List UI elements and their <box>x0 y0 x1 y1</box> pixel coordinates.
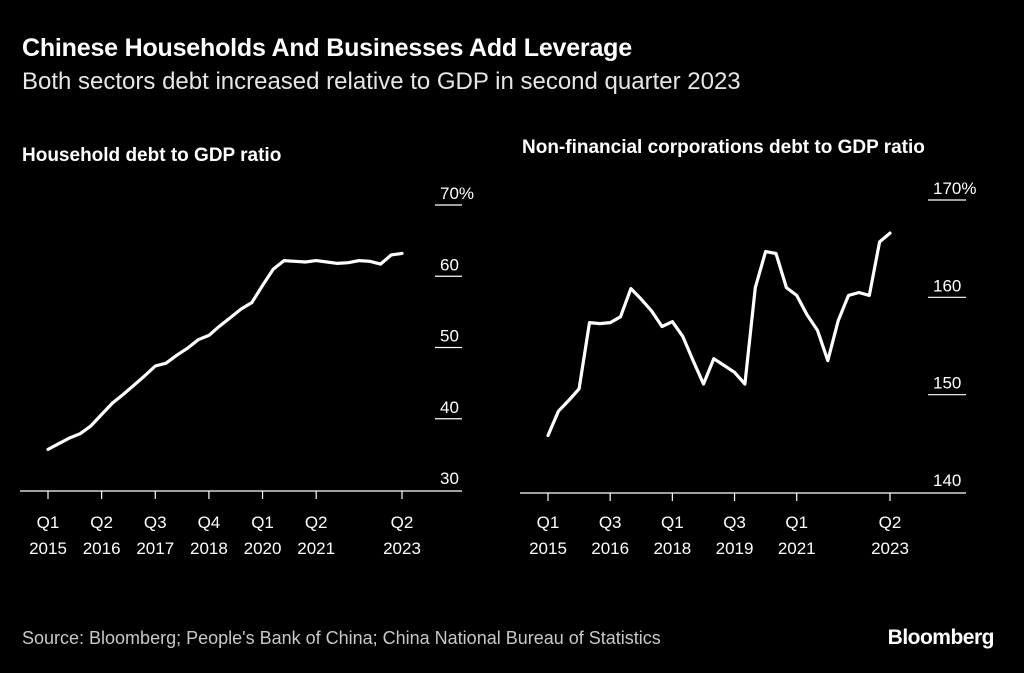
corporate-xtick-label: Q1 <box>661 513 684 532</box>
household-ytick-label: 60 <box>440 255 459 274</box>
household-xtick-label: Q1 <box>251 513 274 532</box>
corporate-ytick-label: 170% <box>933 180 976 198</box>
household-xtick-label: 2018 <box>190 539 228 558</box>
corporate-series-line <box>546 231 892 438</box>
household-xtick-label: 2017 <box>136 539 174 558</box>
bloomberg-logo: Bloomberg <box>887 626 995 649</box>
corporate-xtick-label: 2021 <box>778 539 816 558</box>
source-note: Source: Bloomberg; People's Bank of Chin… <box>22 628 661 648</box>
household-xtick-label: 2015 <box>29 539 67 558</box>
corporate-xtick-label: 2019 <box>716 539 754 558</box>
corporate-xtick-label: 2018 <box>653 539 691 558</box>
corporate-xtick-label: Q3 <box>599 513 622 532</box>
corporate-xtick-label: 2016 <box>591 539 629 558</box>
household-xtick-label: Q2 <box>305 513 328 532</box>
household-ytick-label: 50 <box>440 327 459 346</box>
household-xtick-label: Q3 <box>144 513 167 532</box>
corporate-ytick-label: 160 <box>933 276 961 295</box>
household-xtick-label: 2021 <box>297 539 335 558</box>
corporate-ytick-label: 150 <box>933 374 961 393</box>
corporate-xtick-label: Q1 <box>785 513 808 532</box>
household-xtick-label: Q2 <box>90 513 113 532</box>
household-series-line <box>46 251 404 451</box>
household-xtick-label: 2020 <box>244 539 282 558</box>
household-panel-title: Household debt to GDP ratio <box>22 145 282 166</box>
corporate-xtick-label: Q2 <box>879 513 902 532</box>
corporate-xtick-label: 2023 <box>871 539 909 558</box>
household-ytick-label: 40 <box>440 398 459 417</box>
household-debt-chart: 70% 60 50 40 30 Q1 2015 Q2 2016 Q3 2017 Q4 2018 Q1 202… <box>20 184 474 558</box>
household-xtick-label: Q4 <box>198 513 221 532</box>
household-xtick-label: Q1 <box>37 513 60 532</box>
corporate-panel-title: Non-financial corporations debt to GDP r… <box>522 137 925 158</box>
corporate-xtick-label: Q3 <box>723 513 746 532</box>
chart-subtitle: Both sectors debt increased relative to … <box>22 68 741 95</box>
corporate-xtick-label: Q1 <box>537 513 560 532</box>
corporate-debt-chart: 170% 160 150 140 Q1 2015 Q3 2016 Q1 2018 Q3 2019 Q1 2… <box>520 180 976 558</box>
household-xtick-label: 2023 <box>383 539 421 558</box>
corporate-xtick-label: 2015 <box>529 539 567 558</box>
household-xtick-label: Q2 <box>391 513 414 532</box>
chart-title: Chinese Households And Businesses Add Le… <box>22 34 632 62</box>
household-ytick-label: 30 <box>440 469 459 488</box>
household-ytick-label: 70% <box>440 184 474 203</box>
corporate-ytick-label: 140 <box>933 471 961 490</box>
household-xtick-label: 2016 <box>83 539 121 558</box>
